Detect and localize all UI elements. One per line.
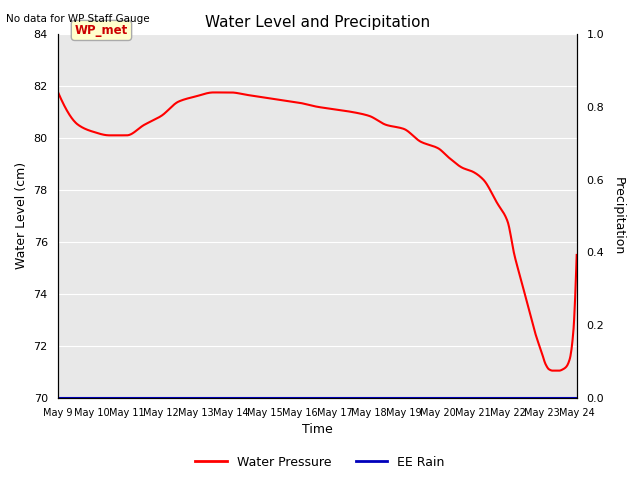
Y-axis label: Water Level (cm): Water Level (cm): [15, 162, 28, 269]
Text: WP_met: WP_met: [75, 24, 128, 37]
Y-axis label: Precipitation: Precipitation: [612, 177, 625, 255]
Title: Water Level and Precipitation: Water Level and Precipitation: [205, 15, 429, 30]
X-axis label: Time: Time: [301, 423, 333, 436]
Legend: Water Pressure, EE Rain: Water Pressure, EE Rain: [190, 451, 450, 474]
Text: No data for WP Staff Gauge: No data for WP Staff Gauge: [6, 14, 150, 24]
